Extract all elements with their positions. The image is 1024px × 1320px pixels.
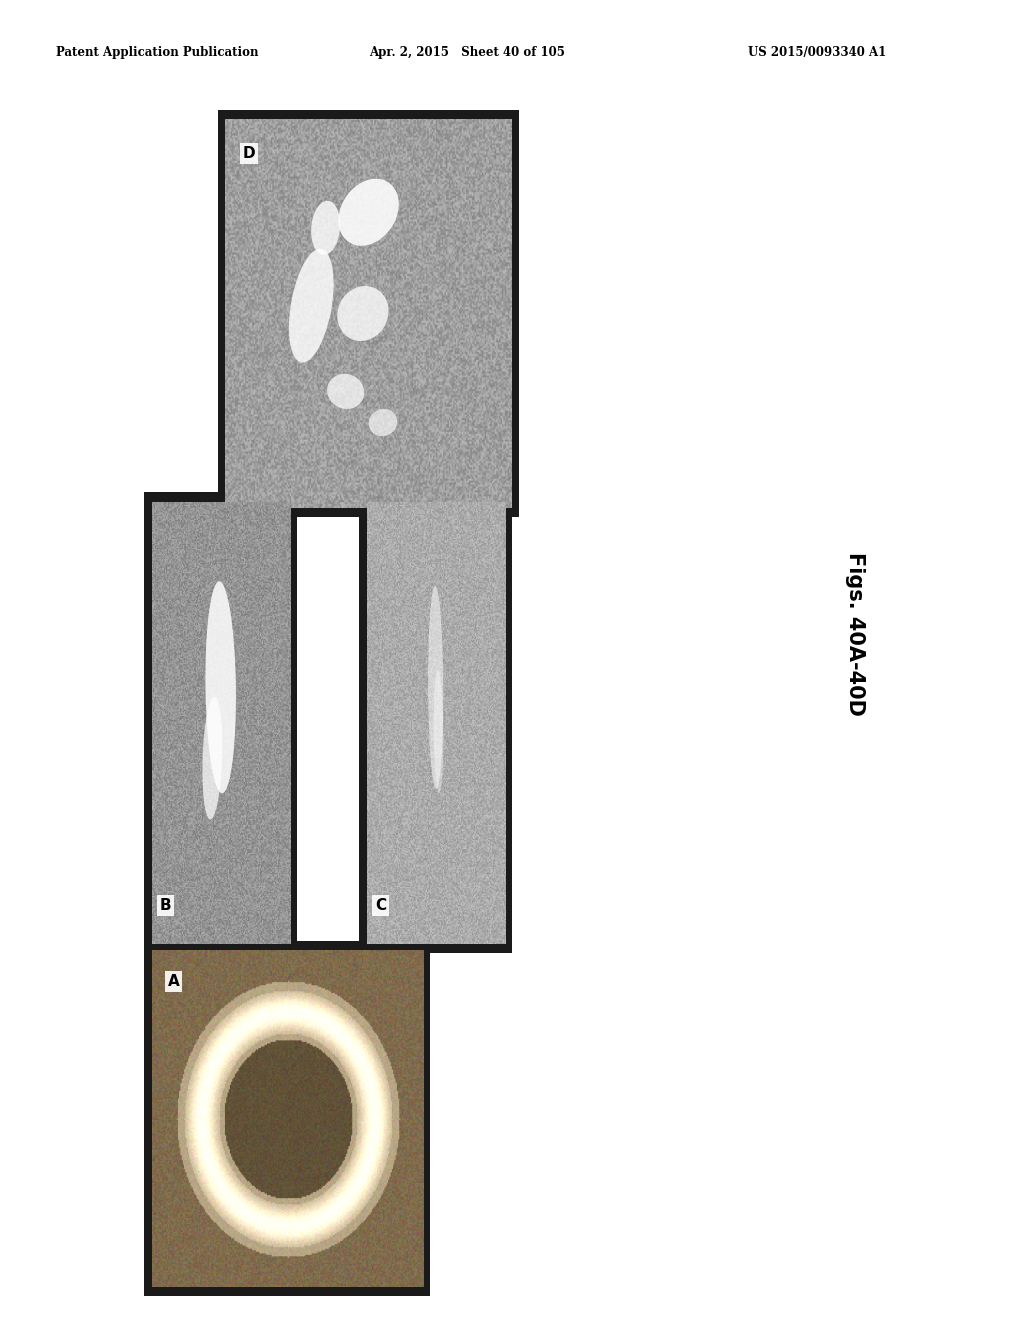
Text: A: A (168, 974, 179, 989)
Text: D: D (243, 147, 255, 161)
Ellipse shape (428, 586, 443, 789)
Text: C: C (375, 898, 386, 913)
Ellipse shape (206, 581, 236, 793)
Ellipse shape (369, 409, 397, 436)
Text: Apr. 2, 2015   Sheet 40 of 105: Apr. 2, 2015 Sheet 40 of 105 (369, 46, 564, 59)
Bar (218, 110, 519, 517)
Text: Patent Application Publication: Patent Application Publication (56, 46, 259, 59)
Ellipse shape (337, 286, 388, 341)
Text: Figs. 40A-40D: Figs. 40A-40D (845, 552, 865, 715)
Ellipse shape (289, 249, 334, 363)
Ellipse shape (203, 697, 222, 820)
Ellipse shape (339, 178, 398, 246)
Bar (144, 941, 430, 1296)
Ellipse shape (327, 374, 365, 409)
Text: B: B (160, 898, 171, 913)
Text: US 2015/0093340 A1: US 2015/0093340 A1 (748, 46, 886, 59)
Bar (144, 492, 297, 953)
Ellipse shape (433, 669, 443, 793)
Bar (359, 492, 512, 953)
Ellipse shape (311, 201, 340, 255)
